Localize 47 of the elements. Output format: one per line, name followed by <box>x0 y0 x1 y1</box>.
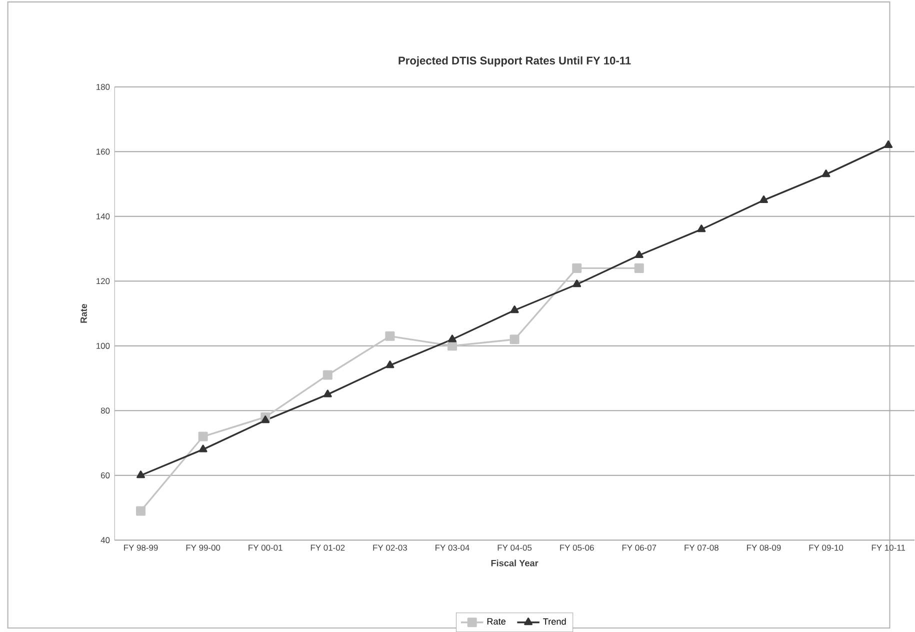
x-tick-label: FY 99-00 <box>186 544 220 551</box>
point <box>572 263 582 273</box>
y-tick-label: 140 <box>96 213 110 220</box>
x-tick-label: FY 10-11 <box>872 544 905 551</box>
y-tick-label: 80 <box>100 408 110 414</box>
x-axis-title: Fiscal Year <box>491 560 538 566</box>
point <box>510 305 519 314</box>
y-tick-label: 100 <box>96 342 110 349</box>
point <box>884 140 893 148</box>
point <box>760 195 768 203</box>
y-tick-label: 160 <box>96 148 110 155</box>
legend-label: Rate <box>487 618 506 625</box>
point <box>448 334 456 342</box>
point <box>572 280 582 288</box>
x-tick-label: FY 98-99 <box>124 544 158 551</box>
y-tick-label: 60 <box>101 472 110 478</box>
point <box>697 224 706 232</box>
point <box>261 416 270 424</box>
point <box>447 341 458 351</box>
point <box>386 360 394 368</box>
x-tick-label: FY 01-02 <box>310 544 345 551</box>
point <box>198 444 208 452</box>
y-tick-label: 120 <box>96 278 110 284</box>
point <box>510 334 520 344</box>
point <box>822 170 830 178</box>
chart-title: Projected DTIS Support Rates Until FY 10-11 <box>398 56 631 67</box>
point <box>385 331 395 341</box>
x-tick-label: FY 04-05 <box>498 544 532 551</box>
x-tick-label: FY 02-03 <box>373 544 407 551</box>
y-tick-label: 180 <box>96 84 110 90</box>
point <box>322 370 332 380</box>
point <box>323 390 332 398</box>
x-tick-label: FY 07-08 <box>684 544 718 551</box>
point <box>198 432 208 442</box>
x-tick-label: FY 03-04 <box>436 544 470 551</box>
point <box>136 470 145 478</box>
x-tick-label: FY 06-07 <box>622 544 656 551</box>
x-tick-label: FY 05-06 <box>560 544 594 551</box>
point <box>136 506 146 516</box>
legend-label: Trend <box>543 618 566 625</box>
point <box>634 263 644 273</box>
x-tick-label: FY 09-10 <box>809 544 844 551</box>
y-axis-title: Rate <box>80 304 87 323</box>
x-tick-label: FY 00-01 <box>248 544 282 551</box>
y-tick-label: 40 <box>100 537 110 544</box>
x-tick-label: FY 08-09 <box>747 544 781 551</box>
point <box>634 250 644 258</box>
